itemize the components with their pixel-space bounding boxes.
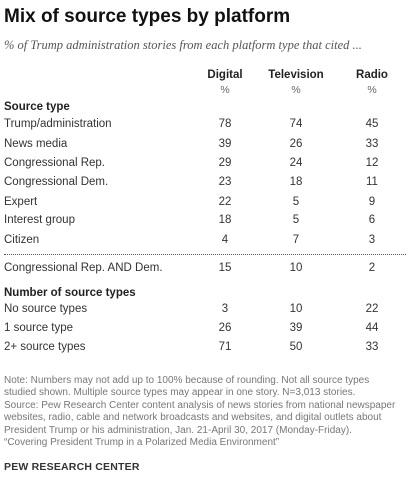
row-label: No source types [4, 303, 88, 315]
cell-value-radio: 22 [365, 303, 379, 315]
cell-value-television: 10 [289, 303, 303, 315]
cell-value-radio: 2 [368, 262, 376, 274]
row-label: Congressional Rep. AND Dem. [4, 262, 163, 274]
table-row: News media 39 26 33 [0, 138, 410, 156]
table-row: Congressional Rep. AND Dem. 15 10 2 [0, 262, 410, 280]
report-title-line: “Covering President Trump in a Polarized… [4, 437, 280, 449]
cell-value-digital: 23 [218, 176, 232, 188]
source-line: websites, radio, cable and network broad… [4, 412, 382, 424]
section-heading-source-type: Source type [4, 101, 70, 113]
cell-value-radio: 9 [368, 196, 376, 208]
row-label: Interest group [4, 214, 75, 226]
cell-value-television: 7 [292, 234, 300, 246]
cell-value-radio: 33 [365, 138, 379, 150]
table-row: 2+ source types 71 50 33 [0, 341, 410, 359]
column-header-television: Television [268, 69, 324, 81]
row-label: Congressional Rep. [4, 157, 106, 169]
note-line: Note: Numbers may not add up to 100% bec… [4, 375, 370, 386]
cell-value-television: 18 [289, 176, 303, 188]
row-label: 2+ source types [4, 341, 86, 353]
column-unit-radio: % [367, 84, 377, 96]
cell-value-radio: 45 [365, 118, 379, 130]
cell-value-television: 26 [289, 138, 303, 150]
table-row: Interest group 18 5 6 [0, 214, 410, 232]
notes-block: Note: Numbers may not add up to 100% bec… [4, 375, 408, 449]
row-label: Trump/administration [4, 118, 112, 130]
cell-value-television: 5 [292, 214, 300, 226]
cell-value-television: 74 [289, 118, 303, 130]
cell-value-television: 5 [292, 196, 300, 208]
column-unit-television: % [291, 84, 301, 96]
table-divider [4, 254, 406, 255]
cell-value-digital: 78 [218, 118, 232, 130]
row-label: Citizen [4, 234, 40, 246]
column-header-digital: Digital [207, 69, 243, 81]
cell-value-television: 39 [289, 322, 303, 334]
table-row: Expert 22 5 9 [0, 196, 410, 214]
table-row: Congressional Dem. 23 18 11 [0, 176, 410, 194]
column-unit-digital: % [220, 84, 230, 96]
chart-title: Mix of source types by platform [4, 6, 291, 27]
cell-value-digital: 3 [221, 303, 229, 315]
cell-value-radio: 3 [368, 234, 376, 246]
row-label: Congressional Dem. [4, 176, 109, 188]
section-heading-number-of-source-types: Number of source types [4, 287, 136, 299]
chart-subtitle: % of Trump administration stories from e… [4, 38, 362, 52]
cell-value-radio: 12 [365, 157, 379, 169]
cell-value-television: 24 [289, 157, 303, 169]
table-row: No source types 3 10 22 [0, 303, 410, 321]
table-row: Citizen 4 7 3 [0, 234, 410, 252]
table-row: Trump/administration 78 74 45 [0, 118, 410, 136]
row-label: Expert [4, 196, 38, 208]
cell-value-digital: 71 [218, 341, 232, 353]
cell-value-digital: 26 [218, 322, 232, 334]
table-row: Congressional Rep. 29 24 12 [0, 157, 410, 175]
cell-value-radio: 11 [366, 176, 378, 188]
column-header-radio: Radio [356, 69, 388, 81]
cell-value-digital: 4 [221, 234, 229, 246]
source-credit: PEW RESEARCH CENTER [4, 461, 140, 473]
cell-value-digital: 18 [218, 214, 232, 226]
row-label: 1 source type [4, 322, 74, 334]
note-line: studied shown. Multiple source types may… [4, 387, 356, 399]
cell-value-radio: 6 [368, 214, 376, 226]
cell-value-television: 50 [289, 341, 303, 353]
cell-value-digital: 39 [218, 138, 232, 150]
source-line: Source: Pew Research Center content anal… [4, 399, 396, 411]
cell-value-television: 10 [289, 262, 303, 274]
table-row: 1 source type 26 39 44 [0, 322, 410, 340]
cell-value-radio: 44 [365, 322, 379, 334]
cell-value-radio: 33 [365, 341, 379, 353]
cell-value-digital: 29 [218, 157, 232, 169]
cell-value-digital: 15 [218, 262, 232, 274]
cell-value-digital: 22 [218, 196, 232, 208]
source-line: President Trump or his administration, J… [4, 424, 352, 436]
row-label: News media [4, 138, 68, 150]
